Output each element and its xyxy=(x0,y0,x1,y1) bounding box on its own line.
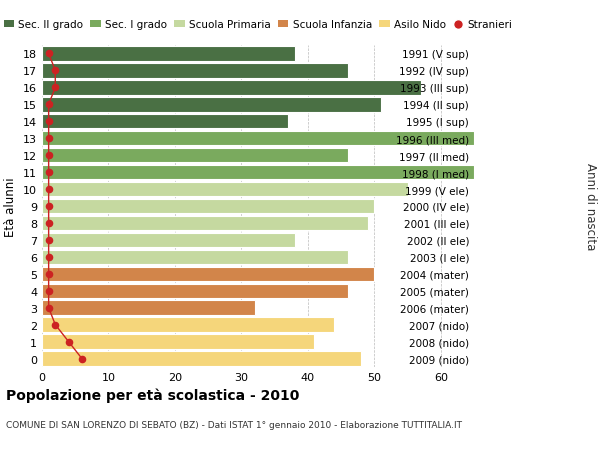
Bar xyxy=(42,335,314,349)
Bar xyxy=(42,284,348,298)
Bar xyxy=(42,132,474,146)
Point xyxy=(44,304,53,312)
Point xyxy=(44,169,53,176)
Bar xyxy=(42,183,407,197)
Point xyxy=(44,118,53,126)
Bar xyxy=(42,81,421,95)
Bar xyxy=(42,301,254,315)
Point xyxy=(50,321,60,329)
Point xyxy=(44,186,53,193)
Bar xyxy=(42,199,374,214)
Point xyxy=(44,270,53,278)
Bar xyxy=(42,47,295,62)
Bar xyxy=(42,318,334,332)
Bar xyxy=(42,352,361,366)
Text: COMUNE DI SAN LORENZO DI SEBATO (BZ) - Dati ISTAT 1° gennaio 2010 - Elaborazione: COMUNE DI SAN LORENZO DI SEBATO (BZ) - D… xyxy=(6,420,462,429)
Point xyxy=(44,220,53,227)
Bar xyxy=(42,149,348,163)
Point xyxy=(44,237,53,244)
Bar xyxy=(42,64,348,78)
Bar xyxy=(42,166,474,180)
Point xyxy=(44,50,53,58)
Bar xyxy=(42,115,288,129)
Legend: Sec. II grado, Sec. I grado, Scuola Primaria, Scuola Infanzia, Asilo Nido, Stran: Sec. II grado, Sec. I grado, Scuola Prim… xyxy=(0,16,517,34)
Point xyxy=(50,84,60,92)
Text: Anni di nascita: Anni di nascita xyxy=(584,163,597,250)
Bar xyxy=(42,250,348,264)
Point xyxy=(50,67,60,75)
Text: Popolazione per età scolastica - 2010: Popolazione per età scolastica - 2010 xyxy=(6,388,299,403)
Point xyxy=(44,287,53,295)
Y-axis label: Età alunni: Età alunni xyxy=(4,177,17,236)
Bar xyxy=(42,216,368,231)
Bar xyxy=(42,233,295,247)
Point xyxy=(44,203,53,210)
Point xyxy=(44,152,53,159)
Point xyxy=(64,338,73,346)
Bar xyxy=(42,267,374,281)
Point xyxy=(44,254,53,261)
Point xyxy=(77,355,86,363)
Point xyxy=(44,135,53,143)
Bar xyxy=(42,98,381,112)
Point xyxy=(44,101,53,109)
